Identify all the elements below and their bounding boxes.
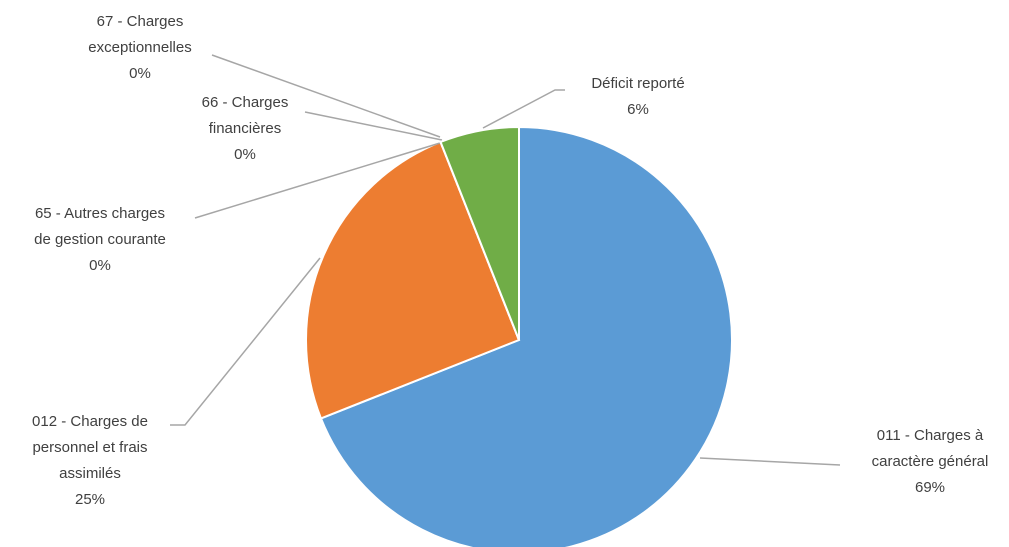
value-label: 0% (89, 257, 111, 274)
data-label: 65 - Autres charges de gestion courante 0… (25, 201, 175, 279)
value-label: 0% (129, 65, 151, 82)
leader-line (211, 54, 441, 138)
leader-line (194, 142, 441, 219)
value-label: 6% (627, 101, 649, 118)
data-label: 012 - Charges de personnel et frais assi… (23, 409, 158, 513)
value-label: 69% (914, 479, 946, 496)
category-label: 67 - Charges exceptionnelles (88, 13, 192, 56)
data-label: 67 - Charges exceptionnelles 0% (65, 9, 215, 87)
leader-line (170, 257, 321, 426)
pie-slice (439, 125, 520, 341)
value-label: 25% (74, 491, 106, 508)
data-label: 66 - Charges financières 0% (185, 90, 305, 168)
pie-slice (305, 140, 521, 420)
data-label: 011 - Charges à caractère général 69% (865, 423, 995, 501)
category-label: 65 - Autres charges de gestion courante (34, 205, 166, 248)
leader-line (699, 457, 841, 466)
category-label: Déficit reporté (591, 75, 685, 92)
category-label: 012 - Charges de personnel et frais assi… (32, 413, 148, 482)
data-label: Déficit reporté 6% (568, 71, 708, 123)
category-label: 011 - Charges à caractère général (871, 427, 989, 470)
leader-line (482, 89, 565, 129)
pie-slice (319, 125, 733, 547)
leader-line (304, 111, 443, 141)
category-label: 66 - Charges financières (201, 94, 289, 137)
value-label: 0% (234, 146, 256, 163)
